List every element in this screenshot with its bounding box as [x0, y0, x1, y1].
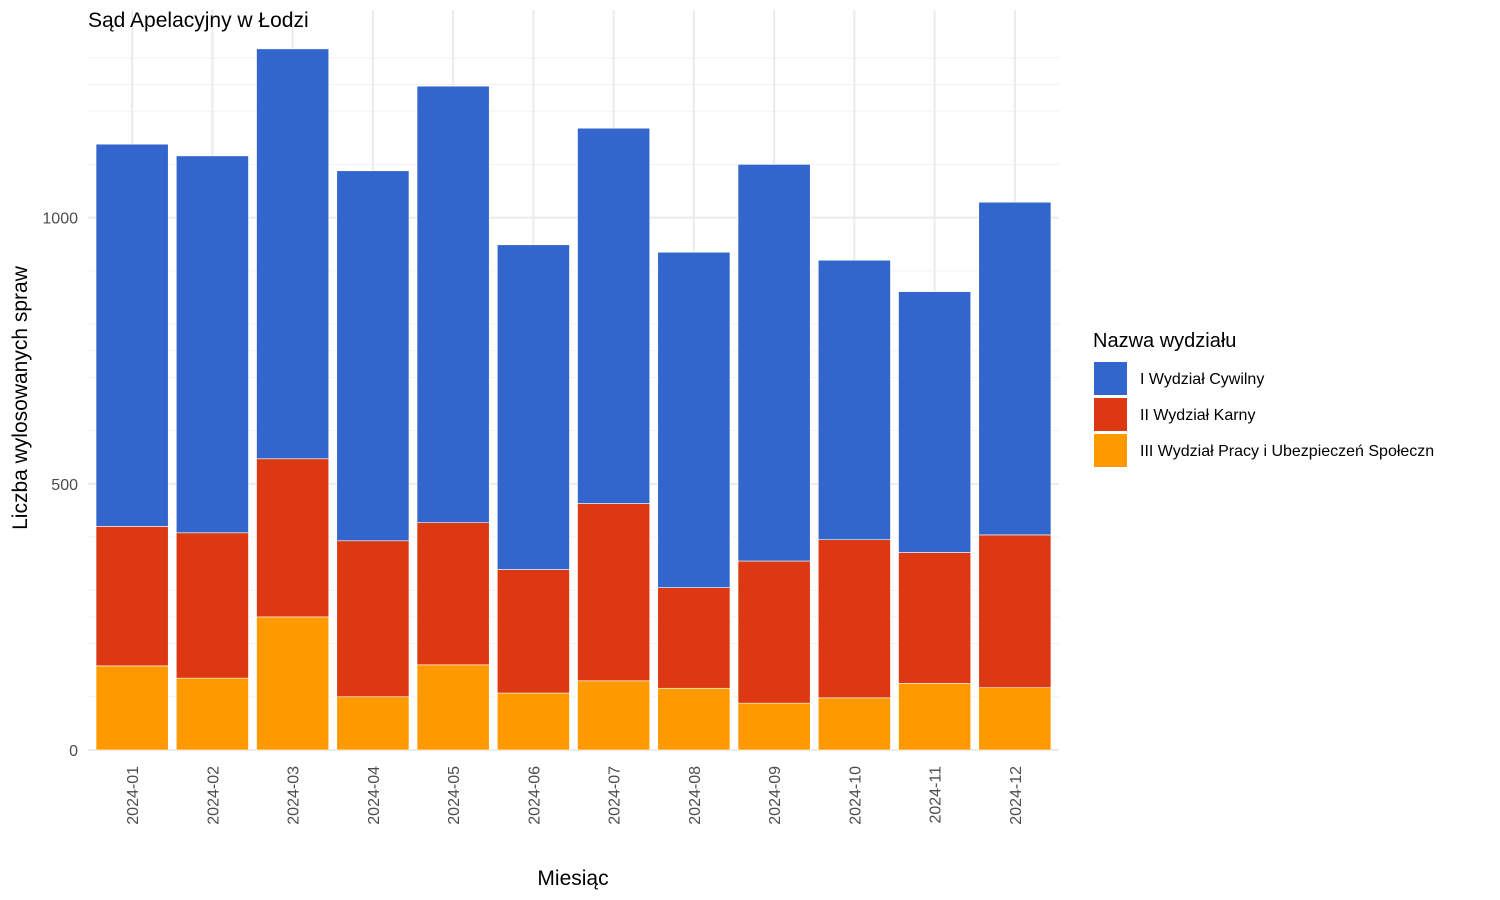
bar-segment	[817, 259, 891, 541]
bar-segment	[416, 85, 490, 523]
legend-label: II Wydział Karny	[1140, 407, 1255, 424]
bar-segment	[336, 696, 410, 751]
bar-segment	[336, 170, 410, 542]
y-tick-label: 500	[51, 477, 78, 494]
bar-segment	[978, 687, 1052, 751]
bar-segment	[978, 201, 1052, 536]
bar-segment	[577, 680, 651, 751]
bar-segment	[898, 683, 972, 751]
bar-segment	[817, 539, 891, 699]
y-tick-label: 0	[69, 743, 78, 760]
bar-segment	[737, 560, 811, 704]
bar-segment	[95, 143, 169, 527]
x-tick-label: 2024-08	[687, 766, 704, 825]
x-tick-label: 2024-02	[205, 766, 222, 825]
x-tick-label: 2024-01	[125, 766, 142, 825]
bar-segment	[416, 664, 490, 751]
bar-segment	[737, 702, 811, 751]
bar-segment	[657, 687, 731, 751]
x-tick-label: 2024-07	[607, 766, 624, 825]
bar-segment	[737, 164, 811, 562]
x-tick-label: 2024-06	[526, 766, 543, 825]
bar-segment	[496, 244, 570, 570]
bar-segment	[496, 692, 570, 751]
x-axis-ticks: 2024-01 2024-02 2024-03 2024-04 2024-05 2024-…	[125, 766, 1025, 825]
bar-segment	[577, 503, 651, 682]
chart-title: Sąd Apelacyjny w Łodzi	[88, 9, 309, 32]
bar-segment	[256, 458, 330, 618]
y-axis-title: Liczba wylosowanych spraw	[9, 265, 32, 530]
x-tick-label: 2024-12	[1008, 766, 1025, 825]
x-axis-title: Miesiąc	[537, 867, 608, 890]
bar-segment	[256, 48, 330, 460]
legend-title: Nazwa wydziału	[1093, 330, 1236, 352]
bar-segment	[256, 616, 330, 751]
bar-segment	[496, 569, 570, 694]
bar-segment	[657, 251, 731, 588]
legend: Nazwa wydziału I Wydział Cywilny II Wydzi…	[1093, 330, 1434, 467]
bar-segment	[95, 665, 169, 751]
y-tick-label: 1000	[42, 211, 78, 228]
x-tick-label: 2024-11	[928, 766, 945, 824]
bar-segment	[175, 155, 249, 534]
x-tick-label: 2024-10	[847, 766, 864, 825]
bar-segment	[817, 697, 891, 751]
bar-segment	[898, 291, 972, 553]
bar-segment	[898, 552, 972, 684]
x-tick-label: 2024-03	[286, 766, 303, 825]
bars	[95, 48, 1052, 751]
legend-swatch	[1094, 362, 1127, 395]
x-tick-label: 2024-09	[767, 766, 784, 825]
legend-label: III Wydział Pracy i Ubezpieczeń Społeczn	[1140, 443, 1434, 460]
legend-swatch	[1094, 398, 1127, 431]
bar-segment	[657, 587, 731, 689]
bar-segment	[577, 127, 651, 504]
bar-segment	[175, 677, 249, 751]
bar-segment	[95, 526, 169, 667]
y-axis-ticks: 0 500 1000	[42, 211, 78, 760]
bar-segment	[416, 522, 490, 666]
legend-swatch	[1094, 434, 1127, 467]
legend-items: I Wydział Cywilny II Wydział Karny III Wyd…	[1094, 362, 1434, 467]
x-tick-label: 2024-05	[446, 766, 463, 825]
x-tick-label: 2024-04	[366, 766, 383, 825]
bar-segment	[978, 534, 1052, 689]
bar-segment	[175, 532, 249, 679]
legend-label: I Wydział Cywilny	[1140, 371, 1264, 388]
bar-segment	[336, 540, 410, 698]
